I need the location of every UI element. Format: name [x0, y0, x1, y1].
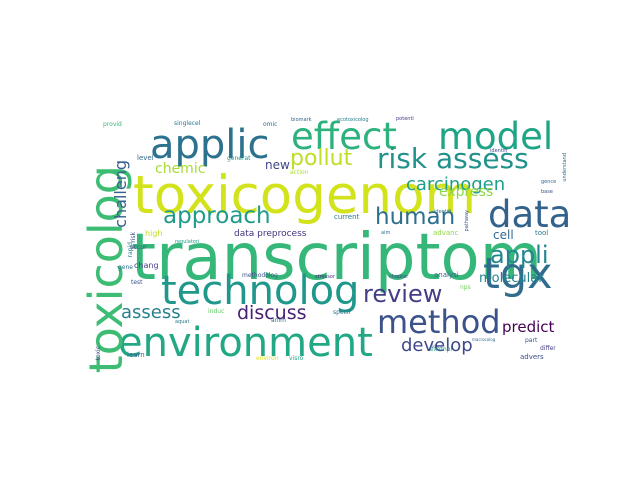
cloud-word: aim — [381, 230, 391, 236]
cloud-word: tool — [535, 229, 549, 237]
cloud-word: toxic — [95, 346, 102, 361]
cloud-word: molecular — [479, 271, 544, 286]
cloud-word: applic — [150, 122, 270, 168]
cloud-word: technolog — [161, 268, 360, 314]
cloud-word: review — [363, 280, 443, 308]
cloud-word: visro — [289, 355, 304, 362]
cloud-word: omic — [263, 121, 278, 128]
cloud-word: learn — [127, 351, 145, 359]
cloud-word: chemic — [155, 161, 206, 177]
cloud-word: pollut — [290, 146, 353, 171]
cloud-word: toxicogenom — [133, 165, 477, 226]
cloud-word: nps — [460, 284, 471, 291]
cloud-word: specif — [333, 309, 351, 316]
cloud-word: environ — [256, 355, 279, 362]
cloud-word: pathway — [464, 210, 470, 232]
cloud-word: chapter — [389, 274, 409, 280]
cloud-word: singlecel — [174, 120, 201, 127]
cloud-word: human — [375, 204, 456, 230]
cloud-word: provid — [103, 121, 122, 128]
cloud-word: aquat — [175, 319, 190, 325]
cloud-word: methodolog — [242, 272, 278, 279]
cloud-word: data preprocess — [234, 229, 307, 239]
cloud-word: understand — [562, 153, 568, 182]
cloud-word: effect — [291, 115, 397, 158]
cloud-word: transcriptom — [131, 221, 543, 295]
cloud-word: potenti — [396, 116, 414, 122]
cloud-word: accur — [130, 244, 147, 251]
cloud-word: challeng — [111, 160, 130, 228]
cloud-word: risk — [130, 232, 137, 243]
cloud-word: exampl — [430, 346, 453, 353]
cloud-word: macrocolog — [472, 337, 496, 342]
cloud-word: develop — [401, 335, 473, 356]
cloud-word: approach — [163, 203, 271, 229]
cloud-word: generat — [227, 155, 251, 162]
cloud-word: gence — [541, 179, 557, 185]
cloud-word: environment — [118, 320, 373, 366]
cloud-word: identifi — [490, 148, 508, 154]
cloud-word: ident — [432, 344, 443, 349]
cloud-word: gene — [118, 264, 133, 271]
cloud-word: identifi — [434, 209, 452, 215]
cloud-word: model — [438, 115, 554, 158]
cloud-word: advers — [520, 353, 544, 361]
cloud-word: stressor — [315, 274, 335, 280]
cloud-word: current — [334, 213, 360, 221]
cloud-word: induc — [208, 308, 225, 315]
cloud-word: differ — [540, 345, 556, 352]
cloud-word: analysi — [434, 271, 459, 279]
cloud-word: data — [488, 193, 572, 236]
cloud-word: discuss — [237, 302, 307, 324]
cloud-word: high — [145, 229, 163, 238]
cloud-word: carcinogen — [406, 174, 506, 195]
cloud-word: rapid — [127, 242, 134, 258]
cloud-word: method — [377, 303, 501, 341]
cloud-word: chang — [134, 261, 159, 270]
cloud-word: test — [131, 279, 143, 286]
cloud-word: anim — [271, 317, 286, 324]
cloud-word: ecotoxicolog — [337, 117, 369, 123]
cloud-word: tgx — [483, 249, 553, 299]
cloud-word: level — [137, 154, 154, 162]
cloud-word: biomark — [291, 117, 312, 123]
cloud-word: advanc — [433, 229, 459, 237]
cloud-word: regulatori — [175, 239, 200, 245]
cloud-word: express — [439, 184, 494, 200]
cloud-word: action — [290, 169, 309, 176]
cloud-word: predict — [502, 318, 555, 336]
cloud-word: new — [265, 158, 290, 172]
cloud-word: part — [525, 337, 538, 344]
cloud-word: appli — [490, 241, 549, 269]
cloud-word: assess — [121, 302, 181, 323]
cloud-word: base — [541, 189, 553, 195]
cloud-word: risk assess — [377, 142, 529, 175]
cloud-word: cell — [493, 228, 514, 242]
